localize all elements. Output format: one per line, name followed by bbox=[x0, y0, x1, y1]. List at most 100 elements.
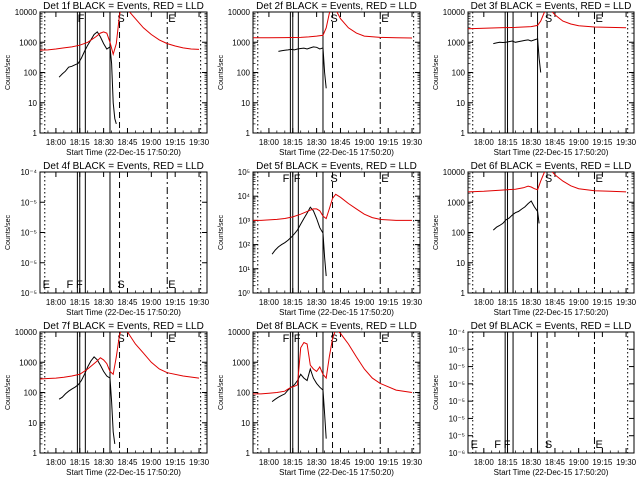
y-tick-label: 1 bbox=[461, 129, 466, 138]
y-tick-label: 10⁻⁴ bbox=[20, 168, 37, 177]
panel-title: Det 6f BLACK = Events, RED = LLD bbox=[471, 161, 632, 172]
x-tick-label: 18:00 bbox=[46, 298, 67, 307]
y-tick-label: 10 bbox=[241, 99, 250, 108]
x-tick-label: 18:00 bbox=[46, 458, 67, 467]
y-tick-label: 1 bbox=[246, 449, 251, 458]
plot-frame bbox=[252, 171, 421, 294]
y-tick-label: 100 bbox=[24, 69, 38, 78]
time-marker-label: S bbox=[330, 13, 337, 25]
y-tick-label: 10¹ bbox=[238, 265, 250, 274]
x-tick-label: 19:15 bbox=[165, 458, 186, 467]
y-tick-label: 1000 bbox=[19, 358, 37, 367]
x-tick-label: 19:30 bbox=[402, 138, 423, 147]
x-tick-label: 19:15 bbox=[592, 458, 613, 467]
y-tick-label: 1 bbox=[246, 129, 251, 138]
series-group bbox=[468, 172, 627, 231]
y-axis-label: Counts/sec bbox=[433, 54, 440, 90]
x-tick-label: 19:15 bbox=[165, 138, 186, 147]
x-axis-label: Start Time (22-Dec-15 17:50:20) bbox=[66, 308, 181, 317]
x-tick-label: 18:30 bbox=[521, 298, 542, 307]
x-tick-label: 18:45 bbox=[330, 458, 351, 467]
x-tick-label: 18:30 bbox=[307, 138, 328, 147]
time-marker-label: E bbox=[43, 279, 50, 291]
events-series-line bbox=[271, 206, 327, 277]
x-tick-label: 18:30 bbox=[94, 138, 115, 147]
y-tick-label: 1 bbox=[33, 129, 38, 138]
lld-series-line bbox=[253, 12, 413, 39]
x-tick-label: 19:00 bbox=[354, 138, 375, 147]
y-tick-label: 100 bbox=[24, 389, 38, 398]
x-tick-label: 18:00 bbox=[259, 298, 280, 307]
x-tick-label: 18:45 bbox=[330, 298, 351, 307]
plot-frame bbox=[39, 11, 208, 134]
y-tick-label: 10² bbox=[238, 241, 250, 250]
x-tick-label: 19:15 bbox=[378, 298, 399, 307]
time-marker-label: E bbox=[381, 333, 388, 345]
x-tick-label: 19:30 bbox=[189, 138, 210, 147]
x-tick-label: 18:30 bbox=[521, 458, 542, 467]
x-tick-label: 18:15 bbox=[283, 458, 304, 467]
lld-series-line bbox=[40, 332, 200, 380]
x-tick-label: 18:45 bbox=[330, 138, 351, 147]
x-tick-label: 19:00 bbox=[569, 138, 590, 147]
plot-frame bbox=[39, 331, 208, 454]
y-tick-label: 1000 bbox=[447, 198, 465, 207]
lld-series-line bbox=[253, 332, 413, 395]
y-tick-label: 10⁰ bbox=[238, 289, 250, 298]
x-tick-label: 18:00 bbox=[259, 458, 280, 467]
y-tick-label: 10000 bbox=[15, 8, 38, 17]
x-tick-label: 19:00 bbox=[141, 458, 162, 467]
plot-frame bbox=[467, 171, 635, 294]
y-tick-label: 10⁵ bbox=[238, 168, 250, 177]
panel-title: Det 1f BLACK = Events, RED = LLD bbox=[43, 1, 204, 12]
events-series-line bbox=[58, 31, 117, 125]
x-axis-label: Start Time (22-Dec-15 17:50:20) bbox=[66, 148, 181, 157]
x-tick-label: 19:15 bbox=[378, 138, 399, 147]
series-group bbox=[468, 12, 627, 73]
y-tick-label: 10 bbox=[28, 419, 37, 428]
panel-title: Det 5f BLACK = Events, RED = LLD bbox=[256, 161, 417, 172]
x-tick-label: 19:30 bbox=[616, 138, 637, 147]
y-tick-label: 10⁻⁵ bbox=[21, 259, 37, 268]
y-axis-label: Counts/sec bbox=[5, 374, 12, 410]
x-tick-label: 19:30 bbox=[402, 458, 423, 467]
y-tick-label: 10000 bbox=[15, 328, 38, 337]
x-axis-label: Start Time (22-Dec-15 17:50:20) bbox=[279, 308, 394, 317]
y-tick-label: 1 bbox=[461, 289, 466, 298]
time-marker-label: E bbox=[595, 173, 602, 185]
y-axis-label: Counts/sec bbox=[218, 214, 225, 250]
time-marker-label: F bbox=[66, 279, 73, 291]
x-tick-label: 19:15 bbox=[592, 138, 613, 147]
y-tick-label: 10⁻⁵ bbox=[449, 397, 465, 406]
y-axis-label: Counts/sec bbox=[218, 374, 225, 410]
y-tick-label: 10⁻⁵ bbox=[21, 229, 37, 238]
time-marker-label: S bbox=[117, 279, 124, 291]
x-tick-label: 18:15 bbox=[70, 458, 91, 467]
y-tick-label: 100 bbox=[237, 69, 251, 78]
x-tick-label: 19:30 bbox=[189, 458, 210, 467]
x-axis-label: Start Time (22-Dec-15 17:50:20) bbox=[279, 148, 394, 157]
series-group bbox=[40, 12, 200, 125]
series-group bbox=[253, 12, 413, 89]
y-tick-label: 10 bbox=[456, 259, 465, 268]
panel-det-6f: Det 6f BLACK = Events, RED = LLD 1 10 100 10… bbox=[433, 161, 637, 317]
x-tick-label: 19:30 bbox=[402, 298, 423, 307]
x-tick-label: 18:15 bbox=[70, 298, 91, 307]
plot-frame bbox=[467, 331, 635, 454]
time-marker-label: E bbox=[168, 13, 175, 25]
x-tick-label: 18:30 bbox=[94, 298, 115, 307]
y-tick-label: 10⁴ bbox=[238, 192, 251, 201]
y-tick-label: 1000 bbox=[447, 38, 465, 47]
panel-det-8f: Det 8f BLACK = Events, RED = LLD 1 10 100 10… bbox=[218, 321, 423, 477]
time-marker-label: F bbox=[283, 173, 290, 185]
time-marker-label: S bbox=[545, 173, 552, 185]
time-marker-label: E bbox=[595, 439, 602, 451]
panel-title: Det 9f BLACK = Events, RED = LLD bbox=[471, 321, 632, 332]
panel-title: Det 7f BLACK = Events, RED = LLD bbox=[43, 321, 204, 332]
panel-det-4f: Det 4f BLACK = Events, RED = LLD 10⁻⁵ 10⁻⁵… bbox=[5, 161, 210, 317]
y-tick-label: 10 bbox=[28, 99, 37, 108]
time-marker-label: E bbox=[381, 173, 388, 185]
events-series-line bbox=[492, 200, 540, 231]
panel-det-1f: Det 1f BLACK = Events, RED = LLD 1 10 100 10… bbox=[5, 1, 210, 157]
